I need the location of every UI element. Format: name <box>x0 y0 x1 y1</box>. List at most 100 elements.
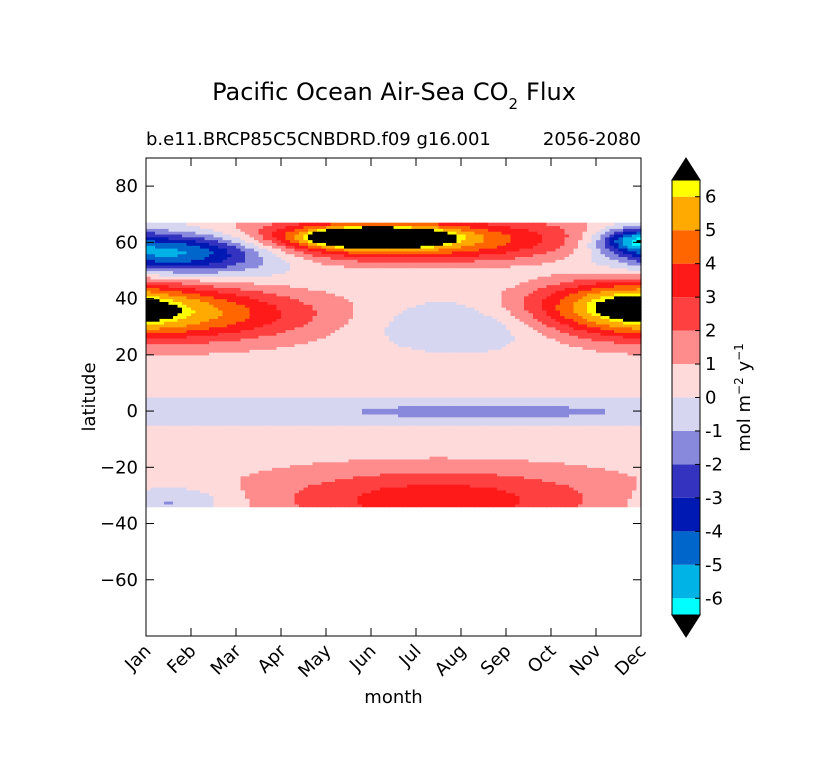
heatmap-cell <box>384 444 390 449</box>
heatmap-cell <box>366 425 372 429</box>
heatmap-cell <box>479 486 485 491</box>
heatmap-cell <box>492 413 498 418</box>
heatmap-cell <box>321 405 327 409</box>
heatmap-cell <box>290 408 296 412</box>
heatmap-cell <box>605 436 611 440</box>
heatmap-cell <box>204 453 210 457</box>
heatmap-cell <box>308 456 314 460</box>
heatmap-cell <box>551 391 557 395</box>
heatmap-cell <box>213 388 219 392</box>
heatmap-cell <box>164 416 170 421</box>
heatmap-cell <box>492 380 498 384</box>
heatmap-cell <box>258 397 264 401</box>
heatmap-cell <box>582 416 588 421</box>
heatmap-cell <box>303 481 309 485</box>
heatmap-cell <box>506 444 512 449</box>
heatmap-cell <box>227 492 233 497</box>
heatmap-cell <box>164 427 170 432</box>
heatmap-cell <box>227 388 233 392</box>
heatmap-cell <box>182 402 188 407</box>
heatmap-cell <box>200 377 206 381</box>
heatmap-cell <box>470 486 476 491</box>
heatmap-cell <box>501 399 507 404</box>
heatmap-cell <box>578 385 584 390</box>
heatmap-cell <box>240 427 246 432</box>
heatmap-cell <box>560 444 566 449</box>
heatmap-cell <box>515 397 521 401</box>
heatmap-cell <box>227 408 233 412</box>
heatmap-cell <box>348 422 354 426</box>
heatmap-cell <box>425 467 431 471</box>
heatmap-cell <box>474 492 480 497</box>
heatmap-cell <box>452 467 458 471</box>
heatmap-cell <box>326 501 332 505</box>
heatmap-cell <box>326 461 332 466</box>
heatmap-cell <box>380 492 386 497</box>
heatmap-cell <box>542 430 548 435</box>
heatmap-cell <box>362 441 368 446</box>
heatmap-cell <box>186 416 192 421</box>
heatmap-cell <box>578 416 584 421</box>
heatmap-cell <box>443 397 449 401</box>
heatmap-cell <box>375 439 381 443</box>
heatmap-cell <box>416 447 422 452</box>
heatmap-cell <box>263 411 269 415</box>
heatmap-cell <box>362 467 368 471</box>
heatmap-cell <box>281 461 287 466</box>
heatmap-cell <box>218 461 224 466</box>
heatmap-cell <box>353 475 359 480</box>
heatmap-cell <box>443 458 449 463</box>
heatmap-cell <box>173 405 179 409</box>
heatmap-cell <box>470 430 476 435</box>
heatmap-cell <box>447 450 453 454</box>
heatmap-cell <box>591 405 597 409</box>
heatmap-cell <box>245 447 251 452</box>
heatmap-cell <box>317 377 323 381</box>
heatmap-cell <box>402 461 408 466</box>
heatmap-cell <box>524 472 530 477</box>
heatmap-cell <box>528 498 534 502</box>
heatmap-cell <box>596 425 602 429</box>
heatmap-cell <box>218 464 224 468</box>
heatmap-cell <box>416 441 422 446</box>
heatmap-cell <box>389 385 395 390</box>
heatmap-cell <box>236 377 242 381</box>
heatmap-cell <box>425 492 431 497</box>
heatmap-cell <box>308 408 314 412</box>
heatmap-cell <box>506 450 512 454</box>
heatmap-cell <box>353 453 359 457</box>
heatmap-cell <box>461 422 467 426</box>
heatmap-cell <box>227 425 233 429</box>
heatmap-cell <box>609 456 615 460</box>
heatmap-cell <box>497 472 503 477</box>
heatmap-cell <box>366 472 372 477</box>
heatmap-cell <box>177 489 183 494</box>
heatmap-cell <box>411 411 417 415</box>
heatmap-cell <box>339 430 345 435</box>
heatmap-cell <box>618 416 624 421</box>
heatmap-cell <box>267 402 273 407</box>
heatmap-cell <box>470 380 476 384</box>
heatmap-cell <box>605 388 611 392</box>
heatmap-cell <box>240 475 246 480</box>
heatmap-cell <box>438 478 444 482</box>
heatmap-cell <box>249 441 255 446</box>
heatmap-cell <box>429 427 435 432</box>
heatmap-cell <box>353 411 359 415</box>
heatmap-cell <box>420 481 426 485</box>
heatmap-cell <box>483 441 489 446</box>
heatmap-cell <box>200 439 206 443</box>
heatmap-cell <box>461 484 467 488</box>
heatmap-cell <box>483 402 489 407</box>
heatmap-cell <box>528 382 534 387</box>
heatmap-cell <box>582 467 588 471</box>
heatmap-cell <box>155 399 161 404</box>
heatmap-cell <box>425 441 431 446</box>
heatmap-cell <box>281 489 287 494</box>
heatmap-cell <box>173 425 179 429</box>
heatmap-cell <box>447 399 453 404</box>
heatmap-cell <box>236 453 242 457</box>
heatmap-cell <box>609 495 615 499</box>
heatmap-cell <box>429 436 435 440</box>
heatmap-cell <box>146 461 152 466</box>
